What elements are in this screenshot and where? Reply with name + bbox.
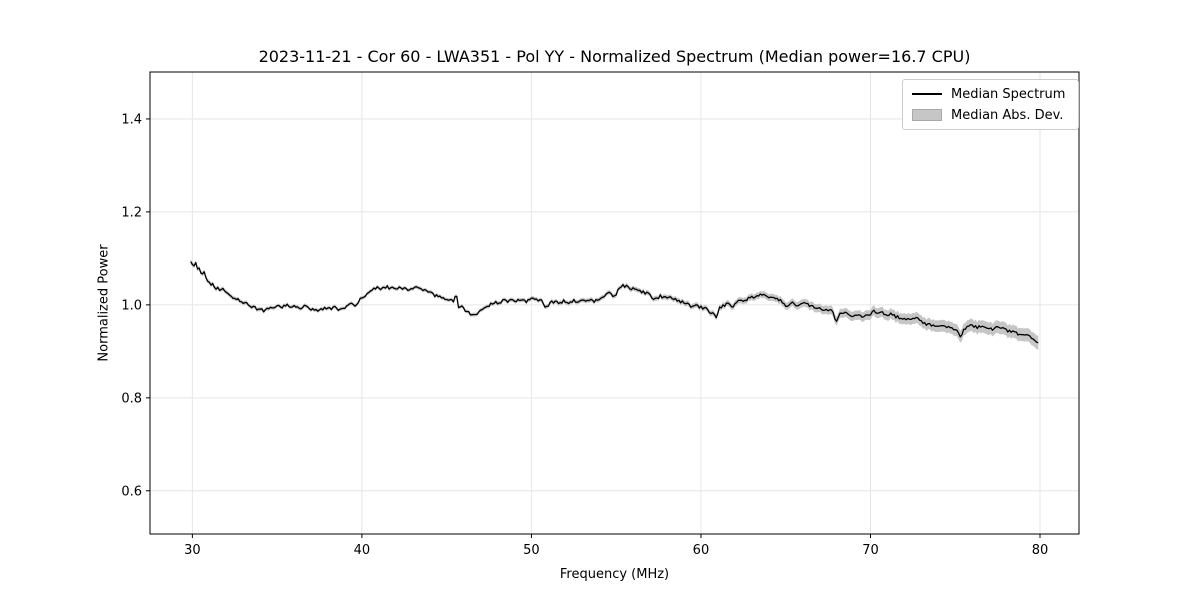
line-sample-icon bbox=[912, 93, 942, 95]
y-tick-label: 1.4 bbox=[121, 112, 142, 127]
y-tick-label: 1.2 bbox=[121, 205, 142, 220]
legend-label: Median Spectrum bbox=[951, 86, 1066, 102]
median-spectrum-line bbox=[190, 261, 1039, 344]
y-tick-label: 0.8 bbox=[121, 391, 142, 406]
legend-label: Median Abs. Dev. bbox=[951, 107, 1064, 123]
legend: Median Spectrum Median Abs. Dev. bbox=[902, 79, 1079, 130]
legend-entry-median-spectrum: Median Spectrum bbox=[912, 86, 1069, 102]
axes-spines bbox=[149, 71, 1080, 535]
x-tick-label: 50 bbox=[523, 543, 540, 558]
x-axis-label: Frequency (MHz) bbox=[559, 567, 670, 582]
legend-entry-median-abs-dev: Median Abs. Dev. bbox=[912, 107, 1069, 123]
patch-sample-icon bbox=[912, 109, 942, 121]
y-tick-label: 0.6 bbox=[121, 484, 142, 499]
x-tick-label: 30 bbox=[184, 543, 201, 558]
x-tick-label: 70 bbox=[862, 543, 879, 558]
y-tick-label: 1.0 bbox=[121, 298, 142, 313]
x-tick-label: 40 bbox=[354, 543, 371, 558]
x-tick-label: 80 bbox=[1032, 543, 1049, 558]
x-tick-label: 60 bbox=[693, 543, 710, 558]
chart-title: 2023-11-21 - Cor 60 - LWA351 - Pol YY - … bbox=[258, 47, 971, 66]
y-axis-label: Normalized Power bbox=[96, 244, 112, 362]
